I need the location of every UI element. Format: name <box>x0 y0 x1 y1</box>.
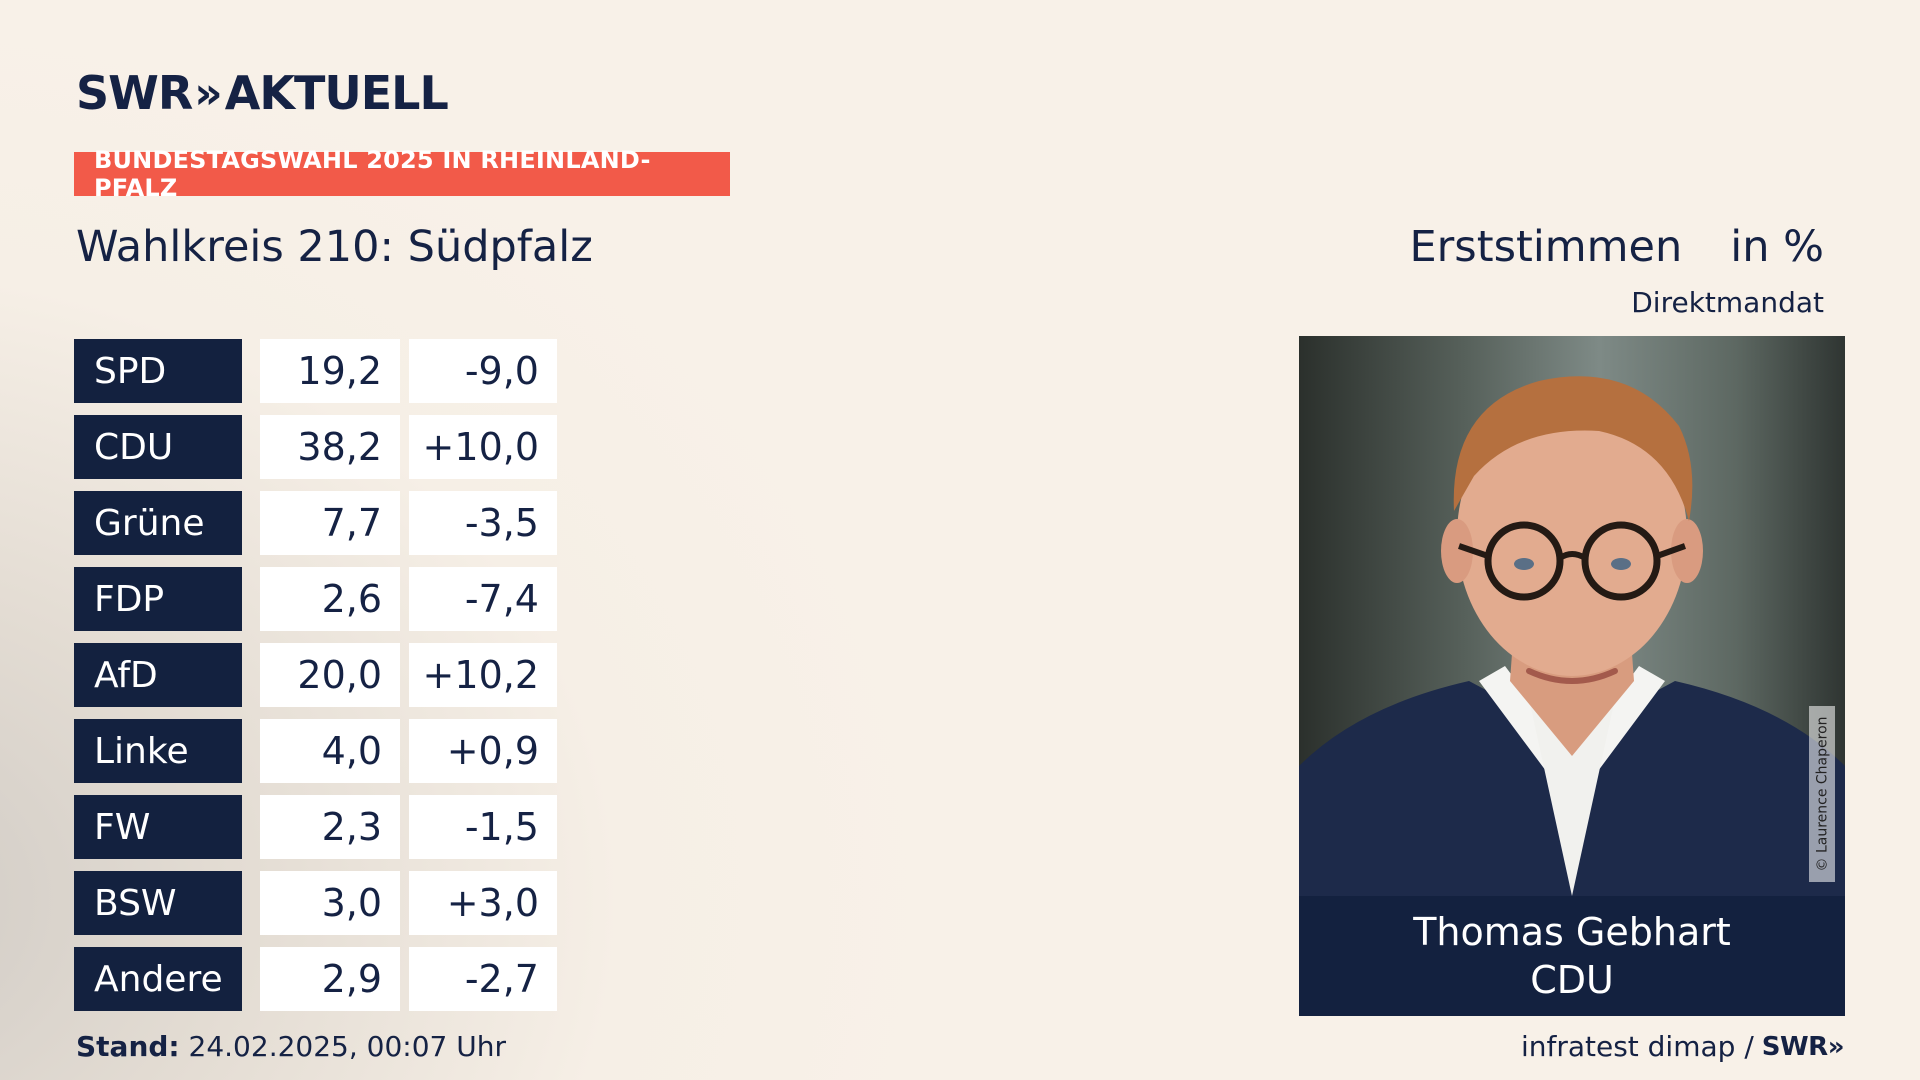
party-name: BSW <box>74 871 242 935</box>
vote-change: +0,9 <box>409 719 557 783</box>
candidate-name-box: Thomas Gebhart CDU <box>1299 896 1845 1016</box>
vote-change: -1,5 <box>409 795 557 859</box>
vote-share: 2,6 <box>260 567 400 631</box>
source-label: infratest dimap / <box>1520 1030 1754 1063</box>
result-row: Grüne 7,7 -3,5 <box>74 491 557 555</box>
vote-share: 20,0 <box>260 643 400 707</box>
result-row: SPD 19,2 -9,0 <box>74 339 557 403</box>
timestamp-value: 24.02.2025, 00:07 Uhr <box>188 1030 506 1063</box>
vote-change: -2,7 <box>409 947 557 1011</box>
vote-type-header: Erststimmen in % <box>1409 222 1824 272</box>
portrait-illustration <box>1299 376 1845 896</box>
candidate-name: Thomas Gebhart <box>1413 910 1731 954</box>
party-name: FW <box>74 795 242 859</box>
mandate-label: Direktmandat <box>1631 286 1824 319</box>
vote-change: -7,4 <box>409 567 557 631</box>
result-row: FDP 2,6 -7,4 <box>74 567 557 631</box>
vote-type-label: Erststimmen <box>1409 222 1683 272</box>
vote-share: 2,9 <box>260 947 400 1011</box>
vote-change: -3,5 <box>409 491 557 555</box>
candidate-photo: © Laurence Chaperon <box>1299 336 1845 896</box>
photo-credit-text: © Laurence Chaperon <box>1814 716 1831 872</box>
election-banner: BUNDESTAGSWAHL 2025 IN RHEINLAND-PFALZ <box>74 146 730 202</box>
vote-change: +10,0 <box>409 415 557 479</box>
vote-share: 4,0 <box>260 719 400 783</box>
party-name: FDP <box>74 567 242 631</box>
party-name: SPD <box>74 339 242 403</box>
party-name: Andere <box>74 947 242 1011</box>
data-source: infratest dimap / SWR» <box>1520 1030 1845 1063</box>
vote-change: +10,2 <box>409 643 557 707</box>
result-row: Linke 4,0 +0,9 <box>74 719 557 783</box>
vote-share: 2,3 <box>260 795 400 859</box>
vote-change: +3,0 <box>409 871 557 935</box>
vote-change: -9,0 <box>409 339 557 403</box>
party-name: Grüne <box>74 491 242 555</box>
results-table: SPD 19,2 -9,0 CDU 38,2 +10,0 Grüne 7,7 -… <box>74 339 557 1011</box>
result-row: AfD 20,0 +10,2 <box>74 643 557 707</box>
logo-swr: SWR <box>76 66 193 120</box>
district-title: Wahlkreis 210: Südpfalz <box>76 222 593 272</box>
vote-share: 7,7 <box>260 491 400 555</box>
logo-aktuell: AKTUELL <box>224 66 449 120</box>
result-row: BSW 3,0 +3,0 <box>74 871 557 935</box>
party-name: AfD <box>74 643 242 707</box>
party-name: CDU <box>74 415 242 479</box>
candidate-card: © Laurence Chaperon Thomas Gebhart CDU <box>1299 336 1845 1016</box>
vote-share: 3,0 <box>260 871 400 935</box>
result-row: Andere 2,9 -2,7 <box>74 947 557 1011</box>
vote-share: 19,2 <box>260 339 400 403</box>
logo-chevron-icon: » <box>194 67 223 119</box>
party-name: Linke <box>74 719 242 783</box>
timestamp-label: Stand: <box>76 1030 180 1063</box>
result-row: FW 2,3 -1,5 <box>74 795 557 859</box>
vote-share: 38,2 <box>260 415 400 479</box>
swr-small-logo: SWR» <box>1761 1031 1845 1062</box>
photo-credit: © Laurence Chaperon <box>1809 706 1835 882</box>
unit-label: in % <box>1730 222 1824 272</box>
result-row: CDU 38,2 +10,0 <box>74 415 557 479</box>
candidate-party: CDU <box>1530 958 1614 1002</box>
timestamp: Stand: 24.02.2025, 00:07 Uhr <box>76 1030 506 1063</box>
swr-aktuell-logo: SWR » AKTUELL <box>76 66 449 120</box>
